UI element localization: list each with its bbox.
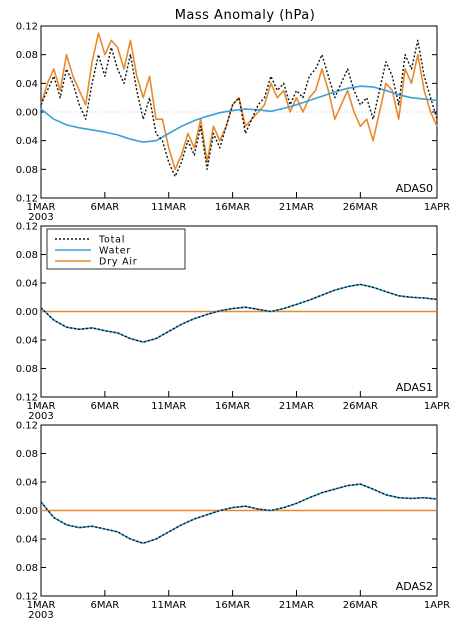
x-tick-label: 11MAR <box>151 202 186 213</box>
y-tick-label: 0.12 <box>16 194 38 205</box>
y-tick-label: 0.04 <box>16 535 38 546</box>
series-water <box>40 85 438 143</box>
series-water <box>40 483 438 545</box>
legend-label-dry-air: Dry Air <box>99 257 138 268</box>
x-tick-label: 21MAR <box>279 401 314 412</box>
x-tick-label: 26MAR <box>343 401 378 412</box>
y-tick-label: 0.08 <box>16 563 38 574</box>
y-tick-label: 0.12 <box>16 421 38 432</box>
panel-label: ADAS1 <box>396 381 433 394</box>
x-tick-label: 1APR <box>424 600 450 611</box>
y-tick-label: 0.00 <box>16 307 38 318</box>
series-total <box>40 39 438 178</box>
y-tick-label: 0.08 <box>16 250 38 261</box>
x-year-label: 2003 <box>28 212 53 223</box>
y-tick-label: 0.12 <box>16 22 38 33</box>
y-tick-label: 0.12 <box>16 222 38 233</box>
x-tick-label: 16MAR <box>215 401 250 412</box>
series-water <box>40 283 438 343</box>
panel-label: ADAS2 <box>396 580 433 593</box>
y-tick-label: 0.00 <box>16 506 38 517</box>
series-total <box>40 283 438 343</box>
y-tick-label: 0.00 <box>16 108 38 119</box>
x-tick-label: 1MAR <box>27 202 56 213</box>
series-total <box>40 483 438 544</box>
y-tick-label: 0.12 <box>16 592 38 603</box>
x-tick-label: 1MAR <box>27 401 56 412</box>
panel-label: ADAS0 <box>396 182 433 195</box>
y-tick-label: 0.08 <box>16 50 38 61</box>
y-tick-label: 0.08 <box>16 364 38 375</box>
legend-box <box>46 228 186 270</box>
chart-title: Mass Anomaly (hPa) <box>175 8 316 23</box>
x-year-label: 2003 <box>28 610 53 621</box>
x-tick-label: 1APR <box>424 202 450 213</box>
y-tick-label: 0.04 <box>16 478 38 489</box>
x-year-label: 2003 <box>28 411 53 422</box>
y-tick-label: 0.04 <box>16 336 38 347</box>
x-tick-label: 1MAR <box>27 600 56 611</box>
x-tick-label: 6MAR <box>90 401 119 412</box>
x-tick-label: 26MAR <box>343 600 378 611</box>
x-tick-label: 11MAR <box>151 600 186 611</box>
x-tick-label: 21MAR <box>279 202 314 213</box>
x-tick-label: 6MAR <box>90 202 119 213</box>
y-tick-label: 0.12 <box>16 393 38 404</box>
x-tick-label: 6MAR <box>90 600 119 611</box>
x-tick-label: 21MAR <box>279 600 314 611</box>
x-tick-label: 16MAR <box>215 202 250 213</box>
y-tick-label: 0.08 <box>16 449 38 460</box>
y-tick-label: 0.08 <box>16 165 38 176</box>
series-dry-air <box>40 32 438 171</box>
x-tick-label: 1APR <box>424 401 450 412</box>
y-tick-label: 0.04 <box>16 136 38 147</box>
x-tick-label: 16MAR <box>215 600 250 611</box>
x-tick-label: 11MAR <box>151 401 186 412</box>
x-tick-label: 26MAR <box>343 202 378 213</box>
y-tick-label: 0.04 <box>16 279 38 290</box>
legend-label-water: Water <box>99 246 131 257</box>
legend-label-total: Total <box>98 235 125 246</box>
y-tick-label: 0.04 <box>16 79 38 90</box>
